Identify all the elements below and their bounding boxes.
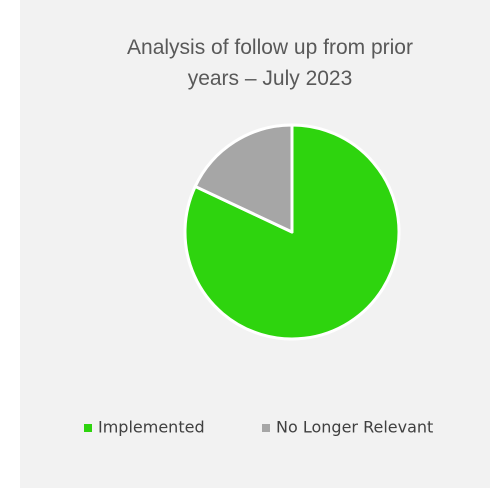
legend-swatch [262, 424, 270, 432]
chart-title: Analysis of follow up from prior years –… [127, 36, 413, 90]
legend-swatch [84, 424, 92, 432]
legend-label: No Longer Relevant [276, 418, 433, 437]
legend-label: Implemented [98, 418, 205, 437]
pie-slice [193, 123, 294, 234]
